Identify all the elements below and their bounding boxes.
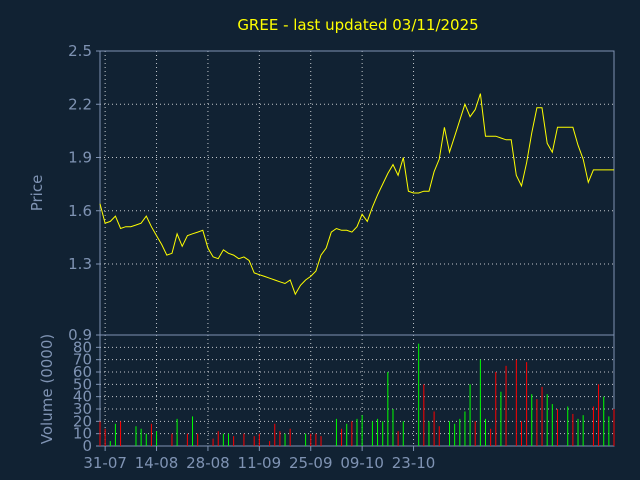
chart-title: GREE - last updated 03/11/2025 [237, 16, 478, 34]
volume-ytick-label-4: 40 [73, 388, 92, 406]
xtick-label-5: 09-10 [340, 454, 384, 472]
volume-ytick-label-0: 0 [82, 437, 92, 455]
xtick-label-2: 28-08 [186, 454, 230, 472]
price-ytick-label-2: 1.6 [68, 202, 92, 220]
volume-ytick-label-5: 50 [73, 375, 92, 393]
price-panel: 0.9 1.3 1.6 1.9 2.2 2.5 Price [28, 42, 615, 344]
price-series-line [99, 93, 614, 296]
volume-ytick-label-1: 10 [73, 425, 92, 443]
price-ytick-label-5: 2.5 [68, 42, 92, 60]
volume-ytick-label-3: 30 [73, 400, 92, 418]
xtick-label-4: 25-09 [289, 454, 333, 472]
x-axis: 31-07 14-08 28-08 11-09 25-09 09-10 23-10 [83, 446, 435, 472]
xtick-label-6: 23-10 [392, 454, 436, 472]
volume-ytick-label-8: 80 [73, 338, 92, 356]
price-ytick-label-3: 1.9 [68, 149, 92, 167]
volume-axis-label: Volume (0000) [38, 334, 56, 444]
volume-ytick-label-2: 20 [73, 412, 92, 430]
xtick-label-0: 31-07 [83, 454, 127, 472]
price-ytick-label-4: 2.2 [68, 95, 92, 113]
xtick-label-1: 14-08 [135, 454, 179, 472]
price-axis-label: Price [28, 175, 46, 212]
price-ytick-label-0: 0.9 [68, 326, 92, 344]
volume-ytick-label-7: 70 [73, 351, 92, 369]
xtick-label-3: 11-09 [238, 454, 282, 472]
volume-ytick-label-6: 60 [73, 363, 92, 381]
price-plot-frame [99, 50, 615, 336]
price-ytick-label-1: 1.3 [68, 255, 92, 273]
